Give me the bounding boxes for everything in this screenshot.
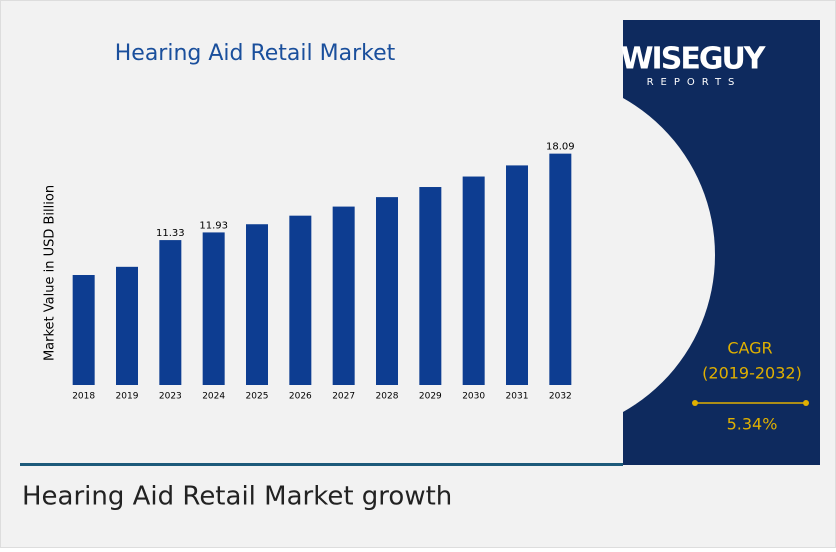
divider	[20, 463, 623, 466]
logo: WISEGUY	[620, 42, 766, 77]
x-tick-label: 2023	[159, 392, 182, 402]
panel-curve	[623, 97, 715, 413]
x-tick-label: 2029	[419, 392, 442, 402]
x-tick-label: 2019	[116, 392, 139, 402]
bar	[202, 232, 225, 385]
cagr-dot	[803, 400, 809, 406]
x-tick-label: 2031	[506, 392, 529, 402]
bar	[246, 224, 268, 385]
bar	[72, 275, 95, 385]
data-label: 11.33	[156, 228, 185, 239]
x-tick-label: 2032	[549, 392, 572, 402]
x-tick-label: 2025	[246, 392, 269, 402]
x-tick-label: 2018	[72, 392, 95, 402]
cagr-dot	[692, 400, 698, 406]
chart-area	[20, 20, 623, 465]
bar	[289, 215, 312, 385]
bar	[549, 153, 572, 385]
cagr-value: 5.34%	[727, 415, 778, 434]
x-tick-label: 2028	[376, 392, 399, 402]
cagr-label: CAGR	[727, 339, 772, 358]
data-label: 11.93	[199, 220, 228, 231]
x-tick-label: 2026	[289, 392, 312, 402]
bar	[462, 176, 485, 385]
data-label: 18.09	[546, 142, 575, 153]
y-axis-label: Market Value in USD Billion	[43, 185, 58, 361]
bar	[116, 266, 138, 385]
bar	[159, 240, 182, 385]
bar	[506, 165, 528, 385]
x-tick-label: 2030	[462, 392, 485, 402]
x-tick-label: 2024	[202, 392, 225, 402]
cagr-period: (2019-2032)	[702, 364, 802, 383]
logo-sub: REPORTS	[647, 77, 742, 88]
bar	[419, 187, 442, 385]
caption: Hearing Aid Retail Market growth	[22, 482, 452, 512]
chart-title: Hearing Aid Retail Market	[115, 41, 396, 66]
bar	[332, 206, 355, 385]
x-tick-label: 2027	[332, 392, 355, 402]
bar	[376, 197, 398, 385]
